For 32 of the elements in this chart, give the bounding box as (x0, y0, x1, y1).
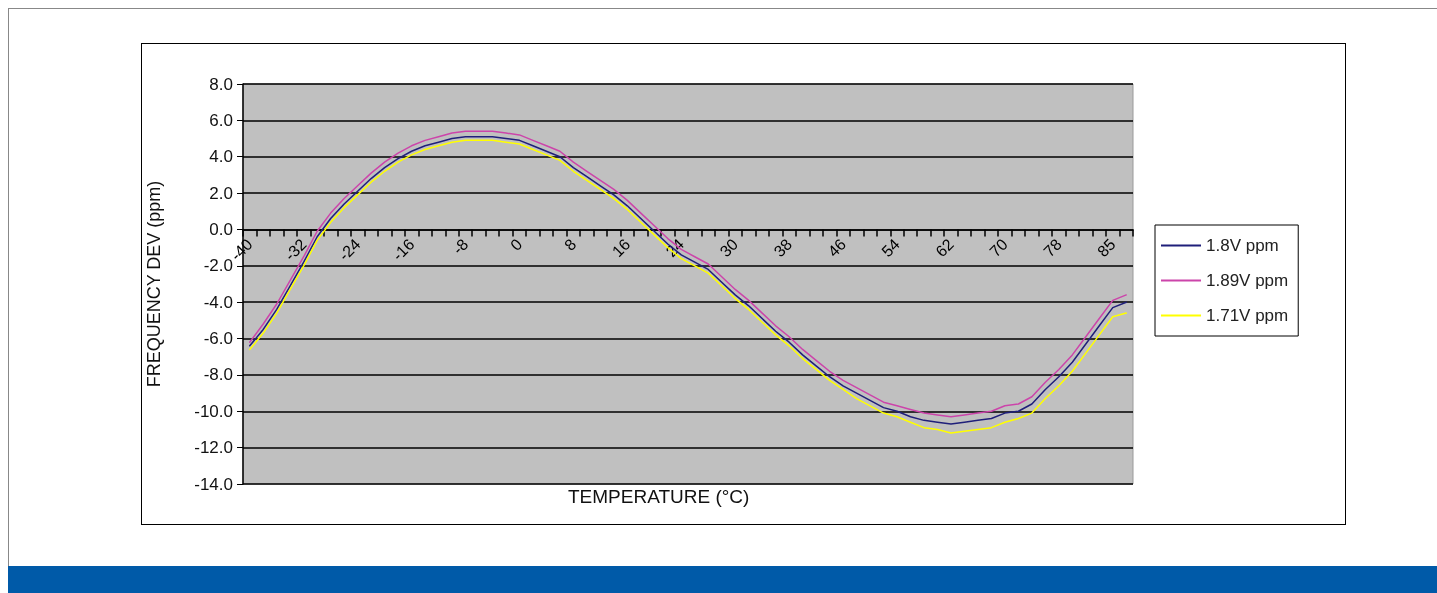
y-tick-label: -12.0 (194, 438, 233, 458)
x-tick-label: 78 (1040, 235, 1065, 261)
x-tick-label: 30 (716, 235, 742, 261)
y-tick-label: -10.0 (194, 401, 233, 421)
x-tick-label: -16 (389, 235, 418, 264)
x-tick-label: 16 (608, 235, 634, 261)
y-tick-label: -2.0 (203, 256, 233, 276)
y-tick-label: 6.0 (209, 110, 233, 130)
x-tick-label: 70 (986, 235, 1011, 261)
y-tick-label: -6.0 (203, 329, 233, 349)
x-tick-label: -32 (281, 235, 310, 264)
y-tick-label: 2.0 (209, 183, 233, 203)
x-tick-label: -24 (335, 235, 364, 264)
legend-label: 1.71V ppm (1206, 306, 1289, 325)
x-axis-title: TEMPERATURE (°C) (568, 486, 750, 507)
x-tick-label: 38 (770, 235, 796, 261)
x-tick-label: 62 (932, 235, 958, 261)
x-tick-label: 8 (561, 235, 580, 254)
x-tick-label: 46 (824, 235, 850, 261)
x-tick-label: 0 (507, 235, 526, 254)
y-tick-label: -4.0 (203, 292, 233, 312)
x-tick-label: 54 (878, 235, 904, 261)
legend-label: 1.89V ppm (1206, 271, 1289, 290)
x-tick-label: -8 (449, 235, 472, 258)
y-tick-label: 0.0 (209, 219, 233, 239)
y-tick-label: 4.0 (209, 147, 233, 167)
y-tick-label: -8.0 (203, 365, 233, 385)
y-axis-title: FREQUENCY DEV (ppm) (144, 180, 164, 388)
legend-label: 1.8V ppm (1206, 236, 1279, 255)
y-tick-label: 8.0 (209, 74, 233, 94)
y-tick-label: -14.0 (194, 474, 233, 494)
x-tick-label: 85 (1094, 235, 1119, 261)
